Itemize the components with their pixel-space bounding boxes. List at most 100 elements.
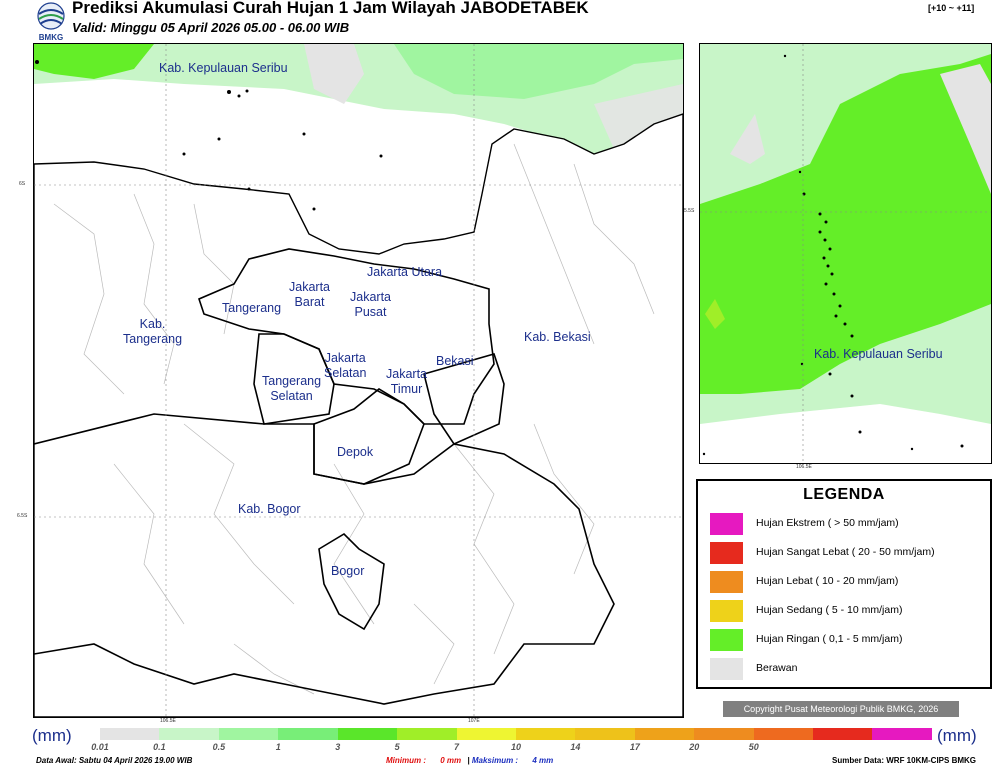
legend-label: Hujan Sangat Lebat ( 20 - 50 mm/jam) [756, 546, 935, 558]
colorbar-tick-label: 3 [335, 742, 341, 752]
inset-label-kab-kepulauan-seribu: Kab. Kepulauan Seribu [814, 347, 943, 361]
tick-lat-65s-outer: 6.5S [17, 513, 28, 519]
colorbar-tick-label: 10 [510, 742, 521, 752]
inset-tick-lon: 106.5E [796, 464, 812, 470]
inset-cloud-2 [940, 64, 991, 194]
colorbar-tick-label: 50 [748, 742, 759, 752]
colorbar-segment [872, 728, 932, 740]
inset-cloud [730, 114, 765, 164]
valid-period: Valid: Minggu 05 April 2026 05.00 - 06.0… [72, 20, 350, 35]
legend-label: Hujan Ringan ( 0,1 - 5 mm/jam) [756, 633, 903, 645]
legend-title: LEGENDA [803, 486, 885, 503]
colorbar-tick-label: 17 [629, 742, 640, 752]
dki-border [198, 248, 495, 425]
colorbar-segment [337, 728, 398, 740]
inset-islands [702, 54, 964, 456]
minimum-label: Minimum : [386, 756, 426, 765]
label-jakarta-selatan: Jakarta Selatan [324, 351, 367, 380]
tangerang-selatan-border [253, 333, 335, 425]
separator: | [467, 756, 470, 765]
maximum-label: Maksimum : [471, 756, 519, 765]
colorbar-segment [397, 728, 457, 740]
legend-swatch [710, 513, 743, 535]
colorbar-segment [515, 728, 576, 740]
label-kab-bogor: Kab. Bogor [238, 502, 301, 516]
rain-area-medium [34, 44, 683, 99]
region-borders [34, 248, 615, 705]
inset-rain-ringan [700, 54, 991, 394]
colorbar-segment [813, 728, 873, 740]
legend-label: Hujan Ekstrem ( > 50 mm/jam) [756, 517, 899, 529]
inset-white [700, 404, 991, 463]
colorbar-tick-label: 7 [454, 742, 460, 752]
cloud-area [304, 44, 364, 104]
legend-label: Berawan [756, 662, 798, 674]
colorbar-segment [694, 728, 754, 740]
inset-map-kepulauan-seribu: Kab. Kepulauan Seribu [699, 43, 992, 464]
colorbar-tick-label: 0.5 [212, 742, 226, 752]
colorbar-tick-label: 0.1 [153, 742, 166, 752]
colorbar [100, 728, 932, 740]
legend-swatch [710, 571, 743, 593]
inset-graticule [700, 44, 991, 463]
label-kab-tangerang: Kab. Tangerang [123, 317, 183, 346]
legend-swatch [710, 542, 743, 564]
bogor-border [318, 532, 385, 631]
label-tangerang: Tangerang [222, 301, 282, 315]
colorbar-unit-left: (mm) [32, 726, 72, 745]
minimum-value: 0 mm [440, 756, 462, 765]
main-map-drawing [34, 44, 683, 717]
legend-swatch [710, 658, 743, 680]
copyright-notice: Copyright Pusat Meteorologi Publik BMKG,… [723, 701, 959, 717]
page-title: Prediksi Akumulasi Curah Hujan 1 Jam Wil… [72, 0, 589, 17]
colorbar-segment [100, 728, 160, 740]
colorbar-segment [753, 728, 814, 740]
colorbar-tick-label: 0.01 [91, 742, 109, 752]
colorbar-unit-right: (mm) [937, 726, 977, 745]
tick-lat-6s-outer: 6S [19, 181, 26, 187]
bmkg-logo-icon [37, 2, 65, 30]
label-tangerang-selatan: Tangerang Selatan [262, 374, 322, 403]
legend-label: Hujan Sedang ( 5 - 10 mm/jam) [756, 604, 903, 616]
colorbar-tick-label: 20 [689, 742, 700, 752]
maximum-value: 4 mm [532, 756, 554, 765]
label-kab-kepulauan-seribu: Kab. Kepulauan Seribu [159, 61, 288, 75]
data-source: Sumber Data: WRF 10KM-CIPS BMKG [832, 756, 977, 765]
tick-lon-1065e: 106.5E [160, 718, 176, 724]
colorbar-segment [575, 728, 635, 740]
label-bogor: Bogor [331, 564, 365, 578]
legend-swatch [710, 600, 743, 622]
min-max-summary: Minimum : 0 mm | Maksimum : 4 mm [386, 756, 553, 765]
label-jakarta-timur: Jakarta Timur [386, 367, 427, 396]
label-jakarta-utara: Jakarta Utara [367, 265, 443, 279]
data-awal: Data Awal: Sabtu 04 April 2026 19.00 WIB [36, 756, 193, 765]
rain-area-ringan [34, 44, 154, 79]
colorbar-segment [159, 728, 219, 740]
label-bekasi: Bekasi [436, 354, 474, 368]
bekasi-border [423, 353, 505, 446]
colorbar-segment [634, 728, 695, 740]
colorbar-segment [456, 728, 516, 740]
label-jakarta-pusat: Jakarta Pusat [350, 290, 391, 319]
main-map: Kab. Kepulauan Seribu Jakarta Utara Jaka… [33, 43, 684, 718]
legend-swatch [710, 629, 743, 651]
legend: LEGENDA Hujan Ekstrem ( > 50 mm/jam) Huj… [696, 479, 992, 689]
label-jakarta-barat: Jakarta Barat [289, 280, 330, 309]
islands [35, 60, 383, 211]
tick-lon-107e: 107E [468, 718, 480, 724]
inset-map-drawing [700, 44, 991, 463]
graticule [34, 44, 683, 717]
label-depok: Depok [337, 445, 374, 459]
forecast-range: [+10 ~ +11] [928, 3, 975, 13]
colorbar-tick-label: 14 [570, 742, 581, 752]
legend-label: Hujan Lebat ( 10 - 20 mm/jam) [756, 575, 899, 587]
logo-label: BMKG [38, 33, 64, 42]
land-area [34, 113, 683, 717]
label-kab-bekasi: Kab. Bekasi [524, 330, 591, 344]
colorbar-segment [278, 728, 338, 740]
colorbar-tick-label: 5 [394, 742, 400, 752]
inset-tick-lat: 5.5S [684, 208, 695, 214]
colorbar-tick-label: 1 [275, 742, 281, 752]
inset-yellow-green [705, 299, 725, 329]
colorbar-segment [218, 728, 279, 740]
